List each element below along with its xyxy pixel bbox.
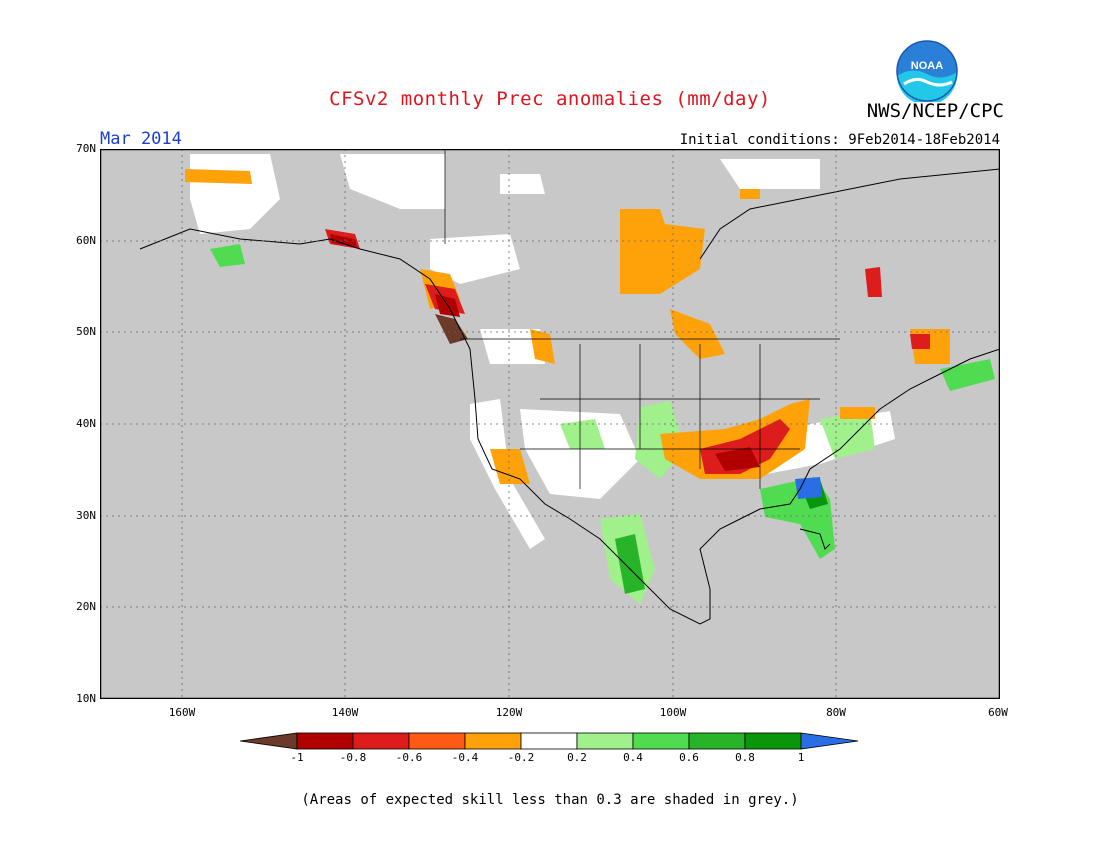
lat-tick: 60N	[76, 234, 96, 247]
lat-tick: 70N	[76, 142, 96, 155]
lat-tick: 20N	[76, 600, 96, 613]
colorbar-label: 1	[797, 751, 805, 764]
blue-region	[795, 477, 822, 499]
dark-red-regions	[330, 234, 760, 471]
colorbar-label: 0.8	[735, 751, 755, 764]
colorbar-label: -0.4	[451, 751, 479, 764]
org-label: NWS/NCEP/CPC	[866, 100, 1004, 122]
colorbar-cell	[520, 732, 578, 750]
brown-region	[435, 314, 468, 344]
colorbar-cell	[352, 732, 410, 750]
lon-tick: 80W	[826, 706, 846, 719]
colorbar-cell	[744, 732, 802, 750]
colorbar-cell	[408, 732, 466, 750]
coastlines	[139, 168, 1000, 625]
colorbar-label: -0.6	[395, 751, 423, 764]
colorbar	[240, 732, 859, 750]
lon-tick: 160W	[168, 706, 196, 719]
colorbar-label: 0.4	[623, 751, 643, 764]
lon-tick: 100W	[659, 706, 687, 719]
colorbar-cell	[464, 732, 522, 750]
white-regions	[190, 154, 895, 549]
colorbar-label: -0.2	[507, 751, 535, 764]
lon-tick: 120W	[495, 706, 523, 719]
gridlines	[100, 149, 1000, 699]
map-frame	[100, 149, 1000, 699]
colorbar-cell	[688, 732, 746, 750]
chart-title: CFSv2 monthly Prec anomalies (mm/day)	[329, 88, 771, 110]
colorbar-label: -1	[290, 751, 304, 764]
lat-tick: 50N	[76, 325, 96, 338]
lat-tick: 10N	[76, 692, 96, 705]
colorbar-label: 0.2	[567, 751, 587, 764]
colorbar-label: -0.8	[339, 751, 367, 764]
state-borders	[444, 149, 840, 489]
lon-tick: 60W	[988, 706, 1008, 719]
colorbar-arrow-high	[800, 732, 859, 750]
colorbar-arrow-low	[240, 732, 298, 750]
lon-tick: 140W	[331, 706, 359, 719]
colorbar-label: 0.6	[679, 751, 699, 764]
precip-anomaly-map	[100, 149, 1000, 699]
initial-conditions: Initial conditions: 9Feb2014-18Feb2014	[679, 132, 1000, 148]
colorbar-cell	[632, 732, 690, 750]
noaa-logo: NOAA	[896, 40, 958, 102]
forecast-month: Mar 2014	[100, 129, 182, 149]
colorbar-cell	[576, 732, 634, 750]
skill-note: (Areas of expected skill less than 0.3 a…	[301, 792, 799, 808]
colorbar-cell	[296, 732, 354, 750]
lat-tick: 40N	[76, 417, 96, 430]
logo-text: NOAA	[911, 60, 943, 72]
lat-tick: 30N	[76, 509, 96, 522]
